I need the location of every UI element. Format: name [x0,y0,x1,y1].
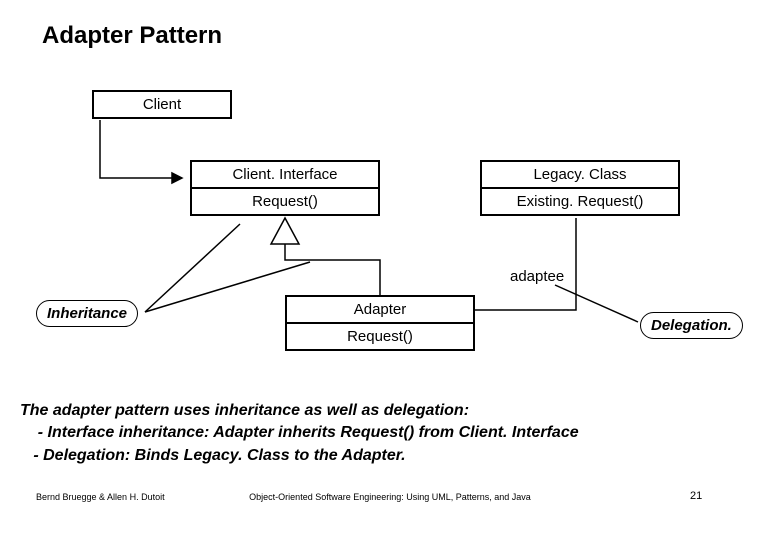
class-method: Request() [287,324,473,349]
description-text: The adapter pattern uses inheritance as … [20,400,579,467]
class-method: Request() [192,189,378,214]
class-name: Legacy. Class [482,162,678,189]
page-title: Adapter Pattern [42,22,222,50]
uml-class-legacy: Legacy. Class Existing. Request() [480,160,680,216]
uml-class-client-interface: Client. Interface Request() [190,160,380,216]
desc-line: - Interface inheritance: Adapter inherit… [20,422,579,444]
footer-title: Object-Oriented Software Engineering: Us… [0,492,780,502]
uml-class-adapter: Adapter Request() [285,295,475,351]
class-name: Client [94,92,230,117]
desc-line: The adapter pattern uses inheritance as … [20,400,579,422]
class-name: Adapter [287,297,473,324]
slide: Adapter Pattern Client Client. Interface… [0,0,780,540]
footer-page-number: 21 [690,490,702,502]
class-method: Existing. Request() [482,189,678,214]
uml-class-client: Client [92,90,232,119]
label-adaptee: adaptee [510,268,564,285]
desc-line: - Delegation: Binds Legacy. Class to the… [20,445,579,467]
note-inheritance: Inheritance [36,300,138,327]
note-delegation: Delegation. [640,312,743,339]
class-name: Client. Interface [192,162,378,189]
